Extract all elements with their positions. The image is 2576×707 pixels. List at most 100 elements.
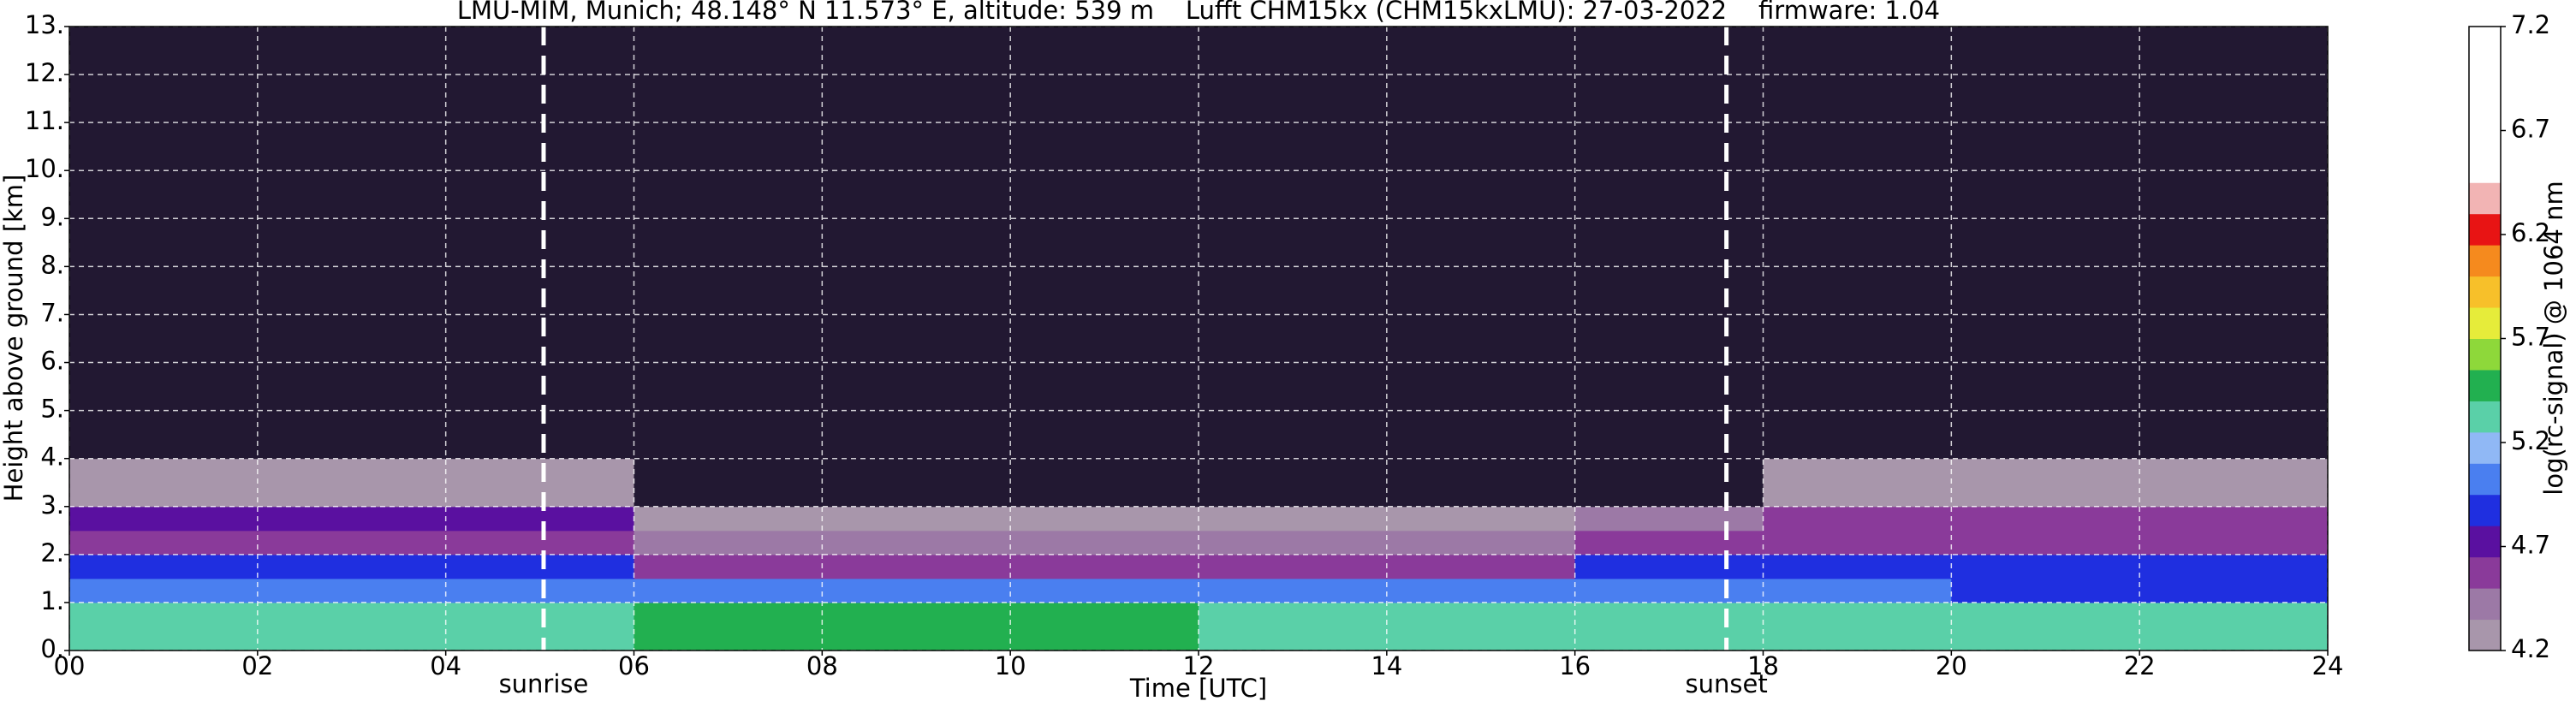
colorbar-swatch [2469,276,2501,308]
heatmap-cell [1763,626,1952,639]
colorbar-swatch [2469,27,2501,183]
colorbar-swatch [2469,213,2501,246]
y-tick-label: 4. [40,443,64,472]
y-tick-label: 3. [40,490,64,520]
heatmap-cell [1951,602,2140,627]
heatmap-cell [1763,362,1952,460]
event-label: sunrise [499,669,589,698]
heatmap-cell [1763,602,1952,627]
x-tick-label: 04 [430,651,461,680]
heatmap-cell [2139,626,2329,639]
heatmap-cell [1951,362,2140,460]
heatmap-cell [1199,602,1388,627]
heatmap-cell [1010,638,1199,651]
heatmap-cell [822,554,1011,579]
colorbar-swatch [2469,619,2501,651]
heatmap-cell [1199,530,1388,556]
heatmap-cell [1010,626,1199,639]
colorbar-swatch [2469,369,2501,401]
heatmap-cell [1386,626,1576,639]
x-tick-label: 18 [1747,651,1779,680]
heatmap-cell [1574,27,1764,219]
heatmap-cell [1763,218,1952,364]
heatmap-cell [1386,554,1576,579]
colorbar-tick-label: 6.7 [2511,115,2550,144]
heatmap-cell [2139,506,2329,532]
heatmap-cell [634,638,823,651]
y-tick-label: 13. [25,10,64,39]
colorbar-tick-label: 6.2 [2511,218,2550,247]
y-tick-label: 9. [40,202,64,231]
heatmap-cell [2139,554,2329,579]
heatmap-cell [1386,602,1576,627]
heatmap-cell [445,554,634,579]
x-tick-label: 22 [2124,651,2156,680]
heatmap-cell [257,602,447,627]
colorbar-swatch [2469,245,2501,277]
heatmap-cell [634,530,823,556]
heatmap-cell [1199,506,1388,532]
colorbar-tick-label: 4.7 [2511,531,2550,560]
heatmap-cell [1574,638,1764,651]
y-tick-label: 2. [40,538,64,567]
y-tick-label: 5. [40,395,64,424]
heatmap-cell [1386,578,1576,603]
heatmap-cell [69,218,259,364]
heatmap-cell [822,506,1011,532]
heatmap-cell [1951,626,2140,639]
heatmap-cell [1010,506,1199,532]
heatmap-cell [822,638,1011,651]
heatmap-cell [2139,530,2329,556]
heatmap-cell [69,458,259,508]
heatmap-cell [1199,626,1388,639]
heatmap-cell [1010,362,1199,460]
chart-title: LMU-MIM, Munich; 48.148° N 11.573° E, al… [457,0,1940,25]
y-tick-label: 1. [40,586,64,615]
heatmap-cell [2139,458,2329,508]
heatmap-cell [257,578,447,603]
heatmap-cell [1199,554,1388,579]
heatmap-cell [1010,530,1199,556]
heatmap-cell [1386,218,1576,364]
heatmap-cell [445,458,634,508]
heatmap-cell [1574,626,1764,639]
heatmap-cell [2139,362,2329,460]
heatmap-cell [257,638,447,651]
x-tick-label: 14 [1371,651,1402,680]
heatmap-cell [1010,218,1199,364]
heatmap-cell [69,506,259,532]
heatmap-cell [634,578,823,603]
colorbar-swatch [2469,431,2501,464]
heatmap-cell [1199,218,1388,364]
heatmap-cell [1951,27,2140,219]
colorbar-swatch [2469,494,2501,526]
heatmap-cell [1763,578,1952,603]
heatmap-cell [1199,27,1388,219]
heatmap-cell [1763,530,1952,556]
x-tick-label: 00 [54,651,86,680]
heatmap-cell [1574,458,1764,508]
heatmap-cell [1010,578,1199,603]
heatmap-cell [445,602,634,627]
y-tick-label: 0. [40,634,64,663]
y-tick-label: 10. [25,154,64,183]
heatmap-cell [1574,554,1764,579]
heatmap-cell [1199,578,1388,603]
heatmap-cell [69,602,259,627]
heatmap-cell [1574,578,1764,603]
heatmap-cell [257,626,447,639]
heatmap-cell [634,506,823,532]
x-tick-label: 20 [1936,651,1967,680]
heatmap-cell [822,626,1011,639]
heatmap-cell [634,218,823,364]
y-tick-label: 6. [40,347,64,376]
heatmap-cell [257,458,447,508]
heatmap-cell [822,362,1011,460]
heatmap-cell [1386,27,1576,219]
heatmap-cell [1763,638,1952,651]
heatmap-cell [2139,218,2329,364]
colorbar-tick-label: 4.2 [2511,634,2550,663]
heatmap-cell [445,638,634,651]
heatmap-cell [1574,602,1764,627]
